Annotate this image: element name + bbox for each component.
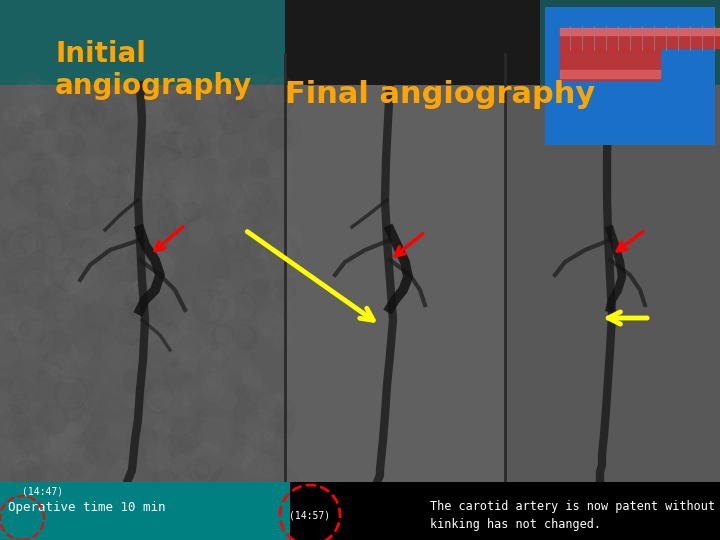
FancyBboxPatch shape <box>285 85 505 485</box>
FancyBboxPatch shape <box>540 0 720 150</box>
FancyBboxPatch shape <box>545 7 715 145</box>
Text: (14:57): (14:57) <box>289 510 330 520</box>
Text: Initial
angiography: Initial angiography <box>55 40 252 100</box>
FancyBboxPatch shape <box>0 482 290 540</box>
Text: Final angiography: Final angiography <box>285 80 595 109</box>
Text: Operative time 10 min: Operative time 10 min <box>8 502 166 515</box>
FancyBboxPatch shape <box>505 85 720 485</box>
FancyBboxPatch shape <box>0 482 720 540</box>
FancyBboxPatch shape <box>0 85 285 485</box>
Text: (14:47): (14:47) <box>22 487 63 497</box>
Text: The carotid artery is now patent without residual stenosis. The
kinking has not : The carotid artery is now patent without… <box>430 500 720 531</box>
FancyBboxPatch shape <box>0 0 285 150</box>
